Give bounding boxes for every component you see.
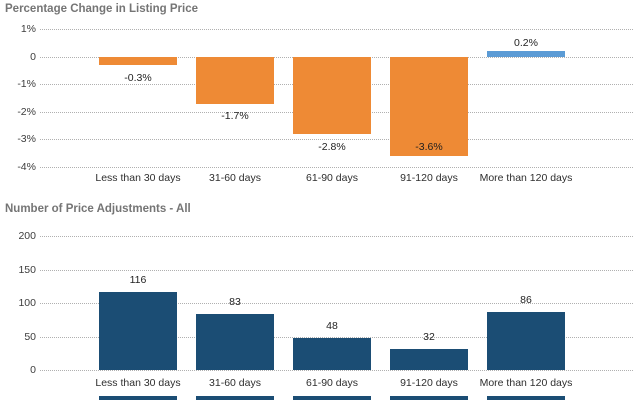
gridline: [40, 303, 633, 304]
x-category-label: More than 120 days: [479, 172, 573, 184]
bar-more-than-120-days[interactable]: [487, 312, 565, 371]
bar-value-label: -3.6%: [415, 140, 443, 153]
y-tick-label: 0: [30, 51, 36, 63]
chart-title-percentage-change: Percentage Change in Listing Price: [5, 3, 198, 15]
bar-value-label: -0.3%: [124, 71, 152, 84]
gridline: [40, 236, 633, 237]
bar-more-than-120-days[interactable]: [487, 51, 565, 57]
bar-31-60-days[interactable]: [196, 56, 274, 104]
bar-value-label: 48: [326, 319, 338, 332]
y-tick-label: -3%: [17, 133, 36, 145]
bar-value-label: 32: [423, 330, 435, 343]
x-category-label: 91-120 days: [400, 172, 458, 184]
bar-less-than-30-days[interactable]: [99, 292, 177, 371]
bar-value-label: 116: [129, 274, 147, 287]
bar-value-label: 0.2%: [514, 37, 538, 49]
cutoff-next-chart-bar: [390, 396, 468, 400]
bar-61-90-days[interactable]: [293, 56, 371, 134]
gridline: [40, 370, 633, 371]
bar-value-label: -2.8%: [318, 140, 346, 153]
y-tick-label: 100: [18, 297, 36, 309]
y-tick-label: 200: [18, 230, 36, 242]
gridline: [40, 270, 633, 271]
cutoff-next-chart-bar: [99, 396, 177, 400]
bar-31-60-days[interactable]: [196, 314, 274, 371]
x-category-label: 31-60 days: [209, 377, 261, 389]
bar-91-120-days[interactable]: [390, 56, 468, 156]
y-tick-label: 0: [30, 364, 36, 376]
y-tick-label: 150: [18, 264, 36, 276]
bar-value-label: -1.7%: [221, 110, 249, 123]
x-category-label: 91-120 days: [400, 377, 458, 389]
cutoff-next-chart-bar: [487, 396, 565, 400]
y-tick-label: -1%: [17, 78, 36, 90]
x-category-label: More than 120 days: [479, 377, 573, 389]
gridline: [40, 139, 633, 140]
gridline: [40, 167, 633, 168]
y-tick-label: -2%: [17, 106, 36, 118]
x-category-label: 61-90 days: [306, 172, 358, 184]
cutoff-next-chart-bar: [196, 396, 274, 400]
x-category-label: Less than 30 days: [95, 172, 181, 184]
y-tick-label: 1%: [20, 23, 36, 35]
x-category-label: 61-90 days: [306, 377, 358, 389]
x-category-label: 31-60 days: [209, 172, 261, 184]
bar-value-label: 86: [520, 294, 532, 307]
bar-91-120-days[interactable]: [390, 348, 468, 370]
x-category-label: Less than 30 days: [95, 377, 181, 389]
y-tick-label: -4%: [17, 161, 36, 173]
y-tick-label: 50: [24, 331, 36, 343]
bar-61-90-days[interactable]: [293, 337, 371, 370]
bar-less-than-30-days[interactable]: [99, 56, 177, 65]
chart-title-price-adjustments: Number of Price Adjustments - All: [5, 203, 191, 215]
bar-value-label: 83: [229, 296, 241, 309]
gridline: [40, 29, 633, 30]
cutoff-next-chart-bar: [293, 396, 371, 400]
gridline: [40, 337, 633, 338]
